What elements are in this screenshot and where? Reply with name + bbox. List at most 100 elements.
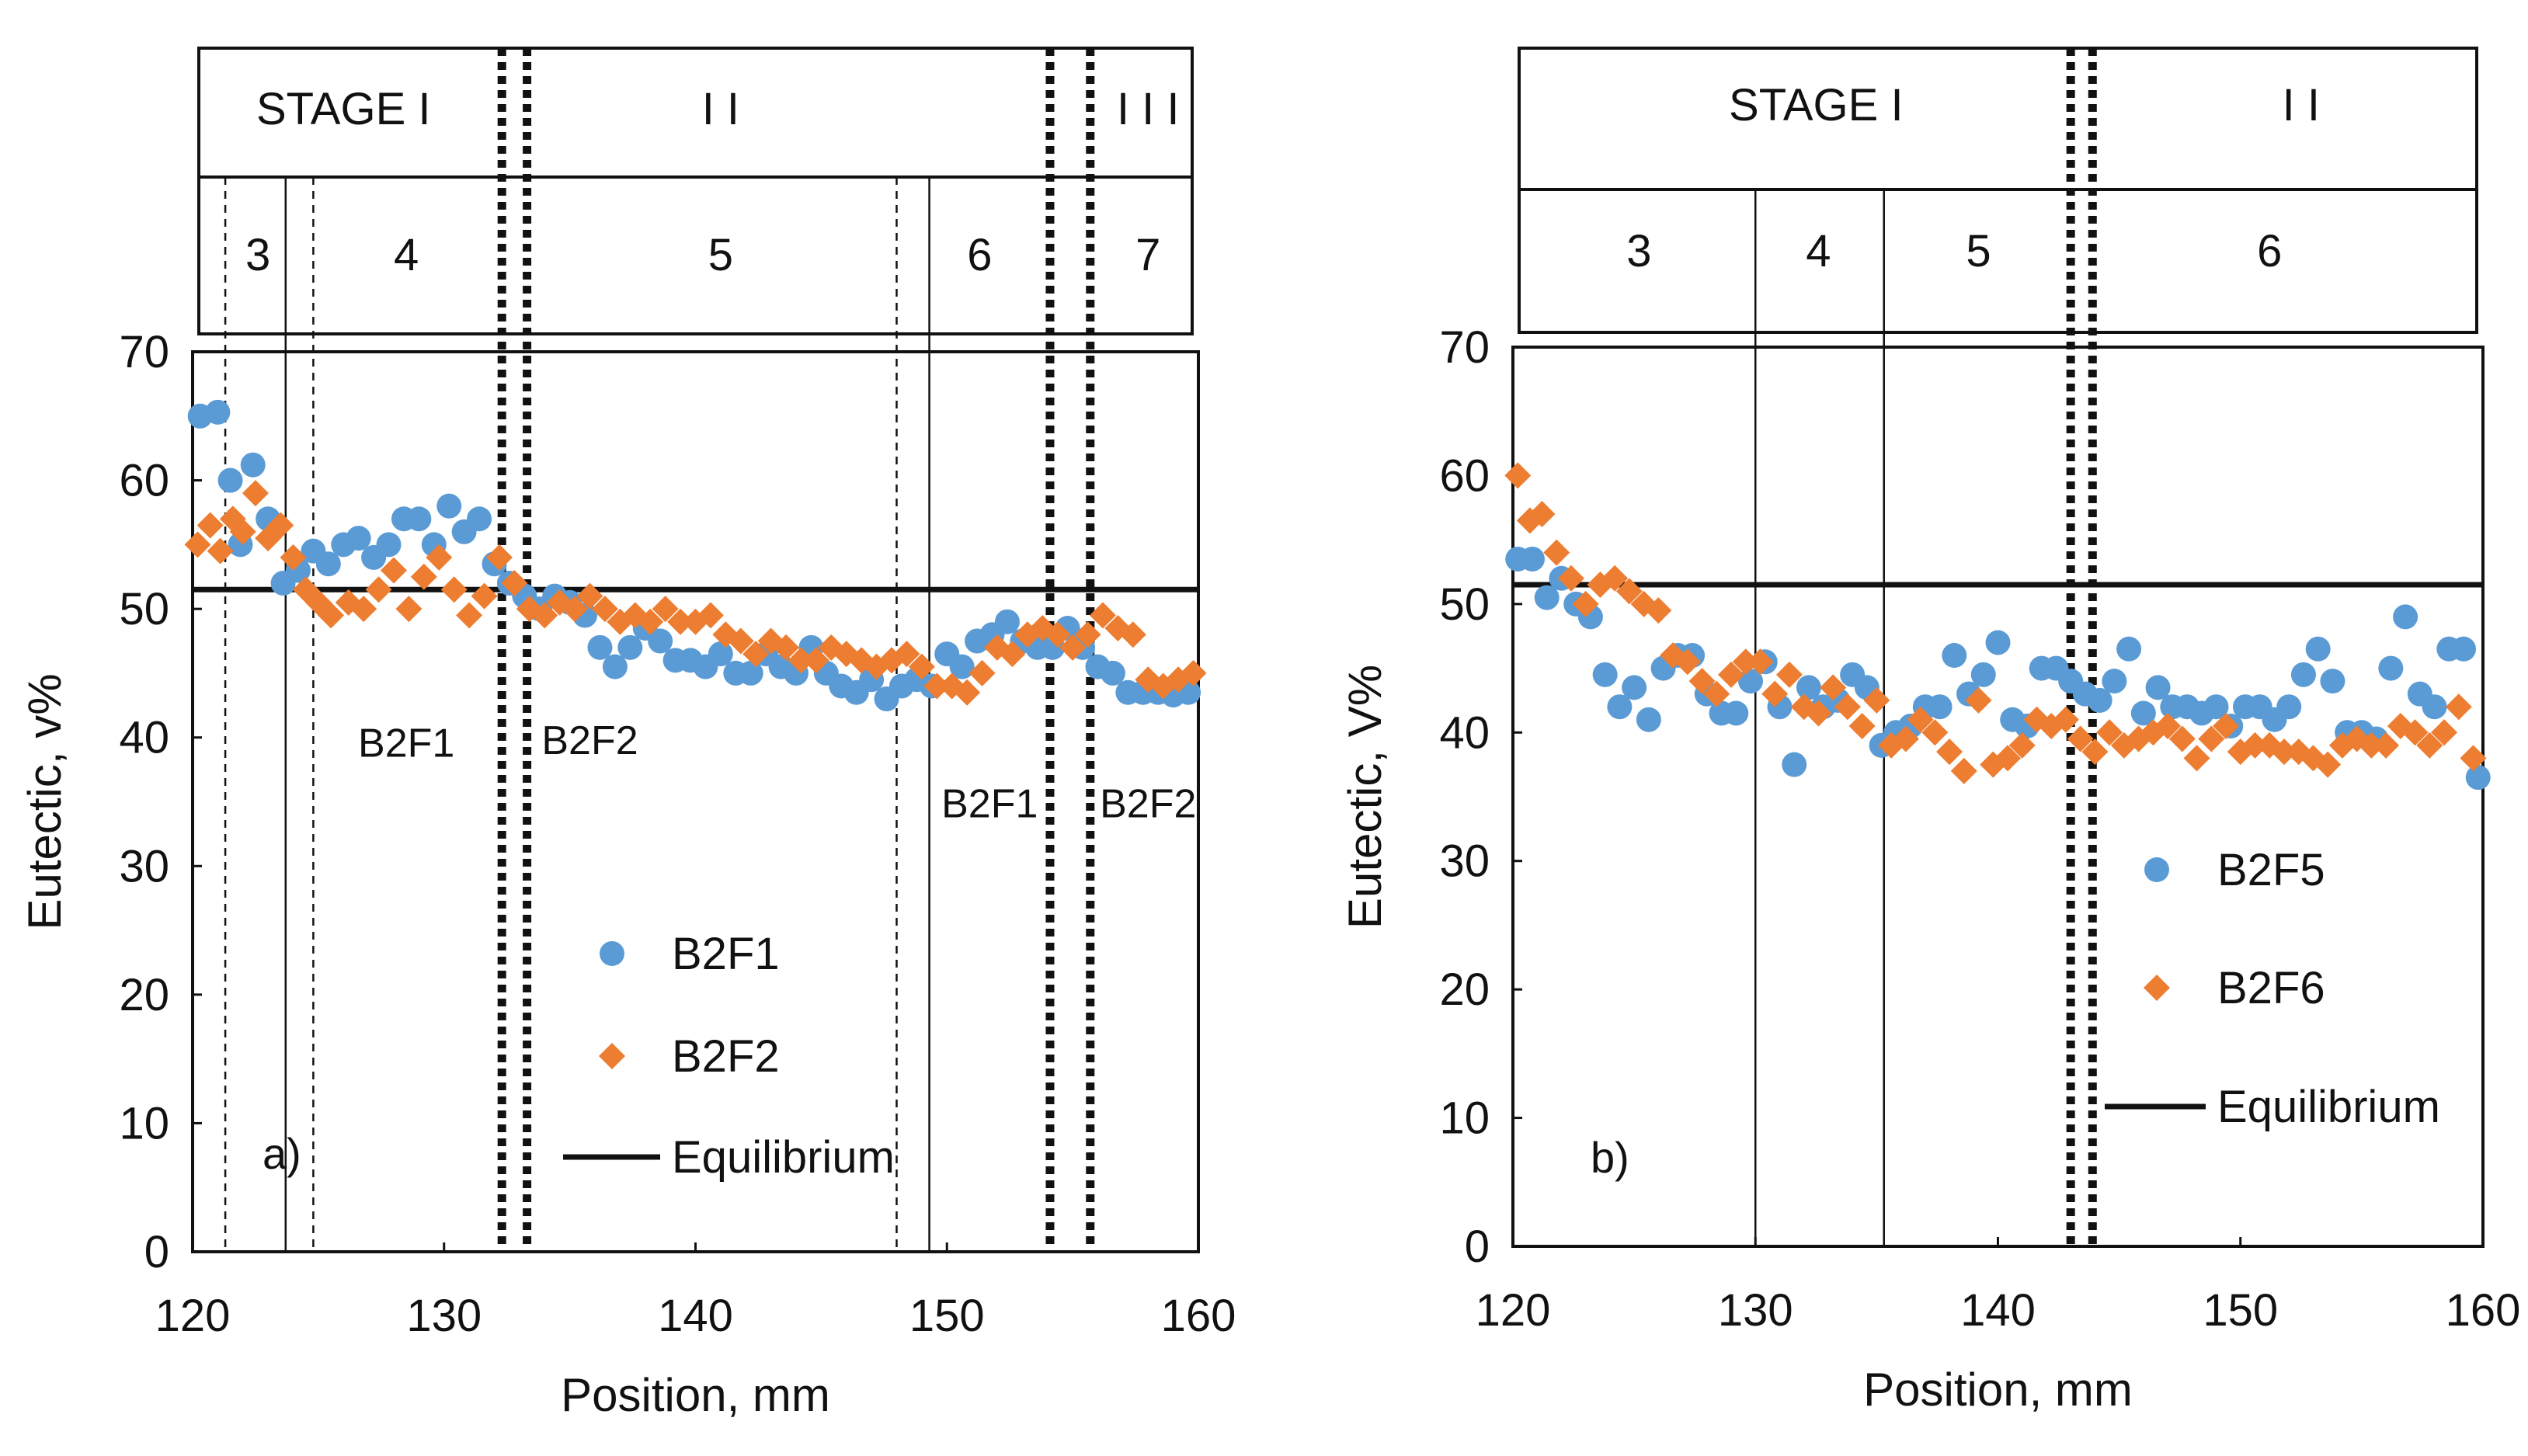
data-point-b2f2 [923,672,951,700]
data-point-b2f1 [708,641,733,667]
stage-label: I I [2283,80,2320,130]
x-tick-label: 150 [2203,1285,2278,1336]
data-point-b2f6 [1601,565,1629,592]
data-point-b2f2 [531,602,558,629]
data-point-b2f2 [485,544,513,571]
y-tick-label: 50 [119,584,169,634]
alloy-label: B2F1 [941,781,1038,826]
data-point-b2f6 [1718,661,1745,688]
data-point-b2f5 [2116,636,2142,662]
data-point-b2f2 [667,608,694,635]
data-point-b2f2 [637,608,664,635]
y-tick-label: 10 [119,1098,169,1148]
data-point-b2f2 [1044,621,1071,648]
region-label: 5 [708,230,733,280]
legend-label: B2F2 [672,1031,780,1082]
data-point-b2f1 [315,551,341,577]
region-label: 4 [1806,226,1831,276]
data-point-b2f1 [205,399,231,425]
x-tick-label: 130 [1718,1285,1793,1336]
region-label: 6 [2257,226,2282,276]
data-point-b2f6 [2241,731,2269,759]
x-tick-label: 130 [406,1291,482,1341]
legend-label: B2F1 [672,929,780,979]
data-point-b2f6 [2081,738,2109,766]
data-point-b2f2 [802,647,829,674]
data-point-b2f5 [2465,765,2491,791]
data-point-b2f6 [1848,713,1876,740]
data-point-b2f1 [738,660,763,686]
data-point-b2f5 [1970,662,1996,687]
data-point-b2f1 [217,467,243,493]
data-point-b2f5 [1592,662,1618,687]
data-point-b2f2 [1119,621,1146,648]
data-point-b2f2 [727,627,754,655]
data-point-b2f6 [1543,539,1570,566]
data-point-b2f6 [2198,725,2225,752]
y-tick-label: 70 [1439,322,1490,373]
data-point-b2f2 [267,512,294,539]
data-point-b2f5 [2203,694,2229,720]
data-point-b2f2 [280,544,307,571]
y-tick-label: 60 [1439,450,1490,501]
data-point-b2f1 [436,493,462,519]
data-point-b2f2 [440,576,468,603]
data-point-b2f6 [1645,597,1672,624]
y-tick-label: 0 [1465,1221,1490,1272]
data-point-b2f6 [1615,578,1643,605]
data-point-b2f1 [1100,660,1125,686]
data-point-b2f6 [1863,686,1890,714]
x-tick-label: 150 [909,1291,985,1341]
data-point-b2f2 [788,647,815,674]
data-point-b2f2 [229,518,256,545]
region-label: 6 [967,230,992,280]
region-label: 5 [1966,226,1991,276]
panel-label: a) [263,1129,301,1178]
data-point-b2f2 [1180,659,1207,686]
data-point-b2f2 [381,557,407,584]
legend-marker-diamond [2144,975,2170,1001]
data-point-b2f2 [410,563,437,590]
stage-label: I I I [1117,84,1180,134]
data-point-b2f2 [1059,634,1087,661]
data-point-b2f1 [617,634,643,660]
data-point-b2f2 [196,512,224,539]
data-point-b2f1 [602,654,628,679]
data-point-b2f5 [2451,636,2477,662]
data-point-b2f6 [2213,713,2240,740]
region-label: 3 [1626,226,1651,276]
data-point-b2f5 [2422,694,2447,720]
alloy-label: B2F2 [1100,781,1196,826]
y-axis-title: Eutectic, V% [1339,665,1391,929]
data-point-b2f5 [2290,662,2316,687]
data-point-b2f2 [697,602,724,629]
data-point-b2f2 [471,582,498,610]
data-point-b2f6 [2358,731,2385,759]
x-tick-label: 120 [155,1291,231,1341]
data-point-b2f1 [994,609,1020,634]
data-point-b2f6 [1950,757,1977,784]
data-point-b2f2 [1089,602,1116,629]
data-point-b2f2 [773,634,800,661]
data-point-b2f6 [2270,738,2297,766]
y-tick-label: 20 [119,970,169,1020]
region-label: 3 [245,230,270,280]
y-tick-label: 50 [1439,579,1490,630]
data-point-b2f2 [968,659,996,686]
x-tick-label: 140 [658,1291,733,1341]
data-point-b2f2 [893,641,920,668]
data-point-b2f6 [1572,590,1599,617]
legend-label: Equilibrium [2217,1082,2440,1132]
stage-label: I I [702,84,739,134]
data-point-b2f5 [2378,655,2404,681]
data-point-b2f1 [648,628,673,654]
data-point-b2f6 [1820,674,1847,701]
data-point-b2f6 [1761,680,1789,707]
region-label: 4 [394,230,419,280]
panel-label: b) [1591,1133,1629,1182]
data-point-b2f6 [2154,713,2182,740]
data-point-b2f6 [1892,725,1919,752]
data-point-b2f5 [2145,675,2171,700]
